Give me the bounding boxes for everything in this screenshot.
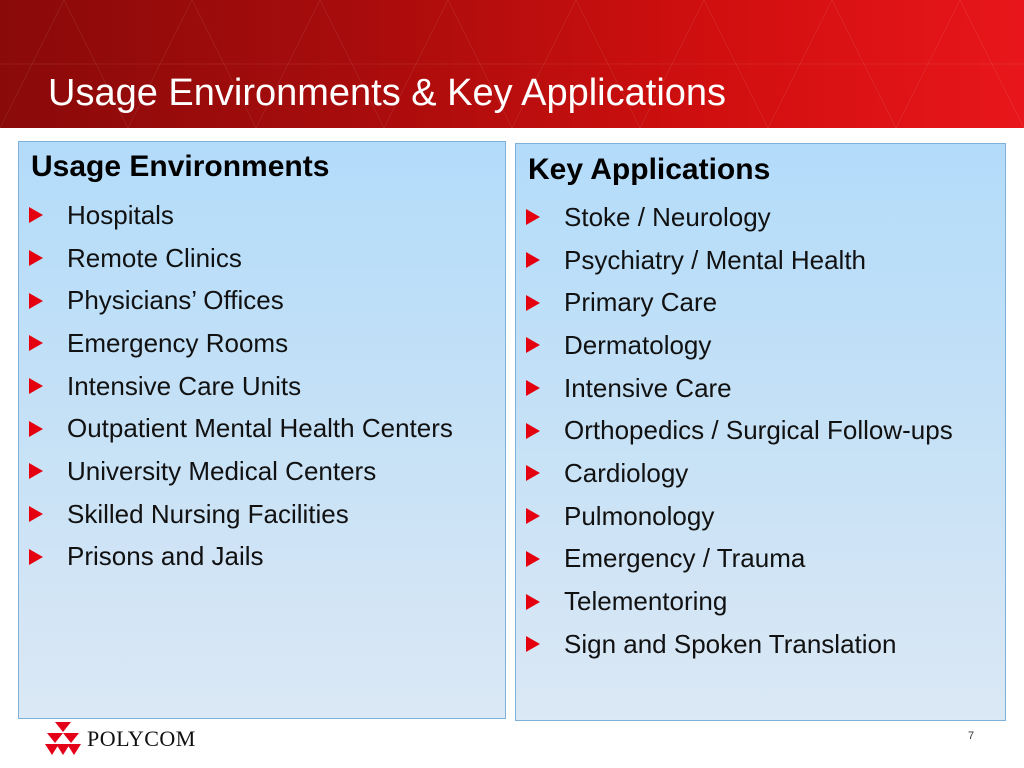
key-applications-panel: Key Applications Stoke / Neurology Psychi…	[515, 143, 1006, 721]
list-item: Cardiology	[526, 452, 953, 495]
list-item-label: Psychiatry / Mental Health	[564, 244, 867, 275]
list-item: Intensive Care Units	[29, 365, 453, 408]
list-item: Psychiatry / Mental Health	[526, 239, 953, 282]
arrow-bullet-icon	[526, 636, 540, 653]
list-item-label: Intensive Care Units	[67, 370, 302, 401]
list-item-label: Orthopedics / Surgical Follow-ups	[564, 415, 953, 446]
arrow-bullet-icon	[526, 337, 540, 354]
usage-environments-panel: Usage Environments Hospitals Remote Clini…	[18, 141, 506, 719]
list-item: University Medical Centers	[29, 450, 453, 493]
list-item-label: Outpatient Mental Health Centers	[67, 413, 453, 444]
list-item-label: Prisons and Jails	[67, 541, 264, 572]
list-item-label: Stoke / Neurology	[564, 201, 771, 232]
list-item: Pulmonology	[526, 495, 953, 538]
list-item: Emergency / Trauma	[526, 538, 953, 581]
page-number: 7	[968, 730, 975, 742]
list-item: Primary Care	[526, 281, 953, 324]
arrow-bullet-icon	[526, 550, 540, 567]
triangle-pattern	[0, 0, 1024, 128]
arrow-bullet-icon	[526, 465, 540, 482]
arrow-bullet-icon	[29, 506, 43, 523]
list-item: Intensive Care	[526, 367, 953, 410]
list-item-label: Cardiology	[564, 457, 689, 488]
list-item-label: Remote Clinics	[67, 242, 242, 273]
arrow-bullet-icon	[29, 292, 43, 309]
usage-environments-heading: Usage Environments	[31, 150, 330, 183]
list-item-label: University Medical Centers	[67, 455, 377, 486]
arrow-bullet-icon	[526, 593, 540, 610]
slide-title: Usage Environments & Key Applications	[48, 72, 727, 114]
arrow-bullet-icon	[29, 207, 43, 224]
key-applications-list: Stoke / Neurology Psychiatry / Mental Hea…	[526, 196, 953, 666]
list-item-label: Emergency / Trauma	[564, 543, 806, 574]
polycom-logo-icon	[45, 722, 81, 755]
usage-environments-list: Hospitals Remote Clinics Physicians’ Offic…	[29, 194, 453, 578]
arrow-bullet-icon	[29, 250, 43, 267]
list-item-label: Emergency Rooms	[67, 327, 289, 358]
arrow-bullet-icon	[29, 420, 43, 437]
title-bar: Usage Environments & Key Applications	[0, 0, 1024, 128]
polycom-logo: POLYCOM	[45, 722, 196, 756]
arrow-bullet-icon	[29, 378, 43, 395]
list-item: Stoke / Neurology	[526, 196, 953, 239]
arrow-bullet-icon	[526, 252, 540, 269]
arrow-bullet-icon	[526, 294, 540, 311]
arrow-bullet-icon	[29, 463, 43, 480]
list-item-label: Hospitals	[67, 199, 174, 230]
list-item: Remote Clinics	[29, 237, 453, 280]
logo-text: POLYCOM	[87, 726, 196, 751]
list-item-label: Sign and Spoken Translation	[564, 628, 897, 659]
list-item: Prisons and Jails	[29, 536, 453, 579]
arrow-bullet-icon	[29, 548, 43, 565]
list-item: Orthopedics / Surgical Follow-ups	[526, 409, 953, 452]
list-item: Emergency Rooms	[29, 322, 453, 365]
list-item-label: Physicians’ Offices	[67, 285, 284, 316]
arrow-bullet-icon	[526, 209, 540, 226]
arrow-bullet-icon	[29, 335, 43, 352]
list-item: Sign and Spoken Translation	[526, 623, 953, 666]
key-applications-heading: Key Applications	[528, 153, 771, 186]
arrow-bullet-icon	[526, 422, 540, 439]
list-item-label: Skilled Nursing Facilities	[67, 498, 349, 529]
list-item-label: Primary Care	[564, 287, 718, 318]
list-item: Dermatology	[526, 324, 953, 367]
list-item-label: Intensive Care	[564, 372, 732, 403]
list-item-label: Pulmonology	[564, 500, 715, 531]
list-item: Telementoring	[526, 580, 953, 623]
list-item: Physicians’ Offices	[29, 279, 453, 322]
list-item-label: Telementoring	[564, 586, 728, 617]
arrow-bullet-icon	[526, 380, 540, 397]
list-item: Hospitals	[29, 194, 453, 237]
arrow-bullet-icon	[526, 508, 540, 525]
list-item: Skilled Nursing Facilities	[29, 493, 453, 536]
list-item-label: Dermatology	[564, 329, 712, 360]
list-item: Outpatient Mental Health Centers	[29, 407, 453, 450]
